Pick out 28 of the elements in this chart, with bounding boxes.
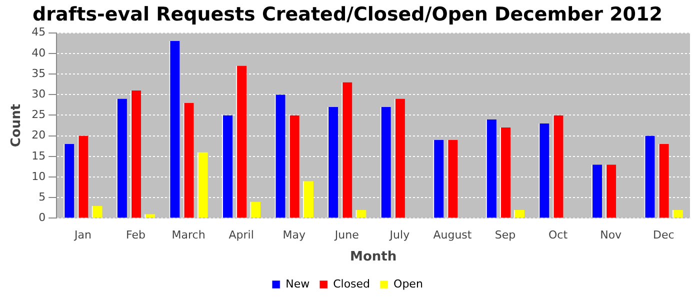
y-tick-label: 15 (32, 149, 46, 162)
x-tick-label: May (282, 228, 306, 242)
x-tick-label: August (433, 228, 472, 242)
chart-title: drafts-eval Requests Created/Closed/Open December 2012 (32, 3, 662, 26)
y-tick-label: 25 (32, 108, 46, 122)
y-tick-label: 10 (32, 170, 46, 183)
x-tick-label: Dec (652, 228, 674, 242)
x-tick-label: Nov (600, 228, 622, 242)
legend-label: New (286, 277, 310, 290)
y-tick-label: 30 (32, 87, 46, 100)
x-tick-label: Jan (74, 228, 92, 242)
x-tick-label: April (228, 228, 254, 242)
x-tick-label: March (172, 228, 206, 242)
y-tick-label: 0 (38, 211, 46, 224)
y-tick-label: 45 (32, 26, 46, 39)
y-tick-label: 20 (32, 128, 46, 142)
x-tick-label: Sep (494, 228, 516, 242)
x-tick-label: Oct (548, 228, 568, 242)
x-tick-label: Feb (126, 228, 146, 242)
y-axis-title: Count (9, 104, 24, 148)
y-tick-label: 5 (38, 190, 46, 204)
legend-label: Closed (333, 277, 370, 290)
x-tick-label: July (388, 228, 410, 242)
y-tick-label: 40 (32, 46, 46, 60)
x-axis-title: Month (350, 250, 397, 265)
x-tick-label: June (334, 228, 360, 242)
legend-label: Open (394, 277, 423, 290)
y-tick-label: 35 (32, 66, 46, 80)
